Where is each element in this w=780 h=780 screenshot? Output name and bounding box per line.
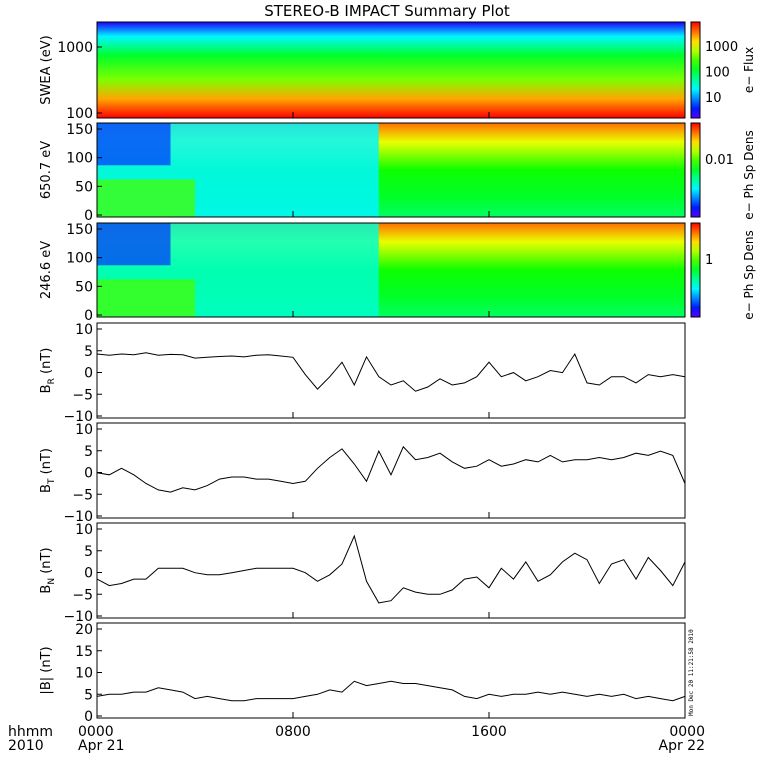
pad246-low-bottom bbox=[97, 279, 195, 317]
swea-ytick-label: 1000 bbox=[57, 40, 93, 56]
panel-bmag: 20 15 10 5 0 |B| (nT) bbox=[39, 622, 686, 725]
bn-frame bbox=[96, 522, 686, 619]
swea-ylabel: SWEA (eV) bbox=[39, 35, 54, 104]
pad246-colorbar bbox=[690, 222, 701, 318]
time-tick-label: 0000 bbox=[78, 724, 114, 740]
time-tick-label: 0800 bbox=[275, 724, 311, 740]
br-ytick-label: −10 bbox=[63, 409, 93, 425]
bmag-ytick-label: 5 bbox=[84, 687, 93, 703]
bmag-ytick-label: 20 bbox=[75, 622, 93, 638]
pad246-colorbar-label: e− Ph Sp Dens bbox=[742, 230, 756, 319]
time-axis-label-bottom: 2010 bbox=[8, 738, 44, 754]
pad650-colorbar bbox=[690, 122, 701, 218]
bmag-ylabel: |B| (nT) bbox=[39, 646, 54, 694]
bt-ytick-label: 5 bbox=[84, 444, 93, 460]
swea-colorbar-tick: 10 bbox=[705, 91, 722, 106]
swea-frame bbox=[96, 21, 686, 119]
pad650-ytick-label: 150 bbox=[66, 122, 93, 138]
pad650-colorbar-label: e− Ph Sp Dens bbox=[742, 130, 756, 219]
bn-ytick-label: 10 bbox=[75, 522, 93, 538]
pad650-low-bottom bbox=[97, 179, 195, 217]
pad246-low-top bbox=[97, 223, 171, 266]
br-frame bbox=[96, 322, 686, 419]
pad650-frame bbox=[96, 122, 686, 218]
panel-br: 10 5 0 −5 −10 BR (nT) bbox=[39, 322, 686, 425]
bn-ylabel: BN (nT) bbox=[39, 547, 57, 593]
bmag-ytick-label: 0 bbox=[84, 709, 93, 725]
pad650-low-top bbox=[97, 123, 171, 166]
br-ytick-label: 5 bbox=[84, 344, 93, 360]
time-axis-label-top: hhmm bbox=[8, 724, 53, 740]
panel-bn: 10 5 0 −5 −10 BN (nT) bbox=[39, 522, 686, 625]
br-ylabel: BR (nT) bbox=[39, 348, 57, 394]
swea-colorbar-tick: 1000 bbox=[705, 40, 738, 55]
bt-ylabel: BT (nT) bbox=[39, 448, 57, 493]
bmag-ytick-label: 10 bbox=[75, 666, 93, 682]
pad650-colorbar-tick: 0.01 bbox=[705, 153, 734, 168]
time-tick-label: 0000 bbox=[669, 724, 705, 740]
pad650-ytick-label: 100 bbox=[66, 151, 93, 167]
br-ytick-label: 10 bbox=[75, 322, 93, 338]
bt-series bbox=[96, 445, 686, 493]
bt-ytick-label: −5 bbox=[72, 487, 93, 503]
panel-pad246: 1 e− Ph Sp Dens 150 100 50 0 246.6 eV bbox=[39, 222, 756, 324]
br-ytick-label: −5 bbox=[72, 387, 93, 403]
pad246-ylabel: 246.6 eV bbox=[39, 241, 54, 299]
pad650-ylabel: 650.7 eV bbox=[39, 141, 54, 199]
panel-bt: 10 5 0 −5 −10 BT (nT) bbox=[39, 422, 686, 525]
swea-ytick-label: 100 bbox=[66, 106, 93, 122]
bt-ytick-label: 10 bbox=[75, 422, 93, 438]
swea-colorbar-tick: 100 bbox=[705, 66, 730, 81]
br-ytick-label: 0 bbox=[84, 366, 93, 382]
panel-swea: 1000 100 10 e− Flux 1000 100 SWEA (eV) bbox=[39, 21, 756, 122]
pad246-frame bbox=[96, 222, 686, 318]
timestamp-label: Mon Dec 20 11:21:58 2010 bbox=[688, 629, 695, 716]
bn-ytick-label: −10 bbox=[63, 609, 93, 625]
panel-pad650: 0.01 e− Ph Sp Dens 150 100 50 0 650.7 eV bbox=[39, 122, 756, 224]
bn-ytick-label: −5 bbox=[72, 587, 93, 603]
swea-colorbar-label: e− Flux bbox=[742, 47, 756, 93]
bt-ytick-label: 0 bbox=[84, 466, 93, 482]
date-tick-label: Apr 21 bbox=[78, 738, 124, 754]
bn-ytick-label: 0 bbox=[84, 566, 93, 582]
bmag-frame bbox=[96, 622, 686, 719]
pad246-ytick-label: 50 bbox=[75, 279, 93, 295]
date-tick-label: Apr 22 bbox=[659, 738, 705, 754]
br-series bbox=[96, 352, 686, 392]
pad650-ytick-label: 50 bbox=[75, 179, 93, 195]
pad246-ytick-label: 100 bbox=[66, 251, 93, 267]
bt-ytick-label: −10 bbox=[63, 509, 93, 525]
bn-ytick-label: 5 bbox=[84, 544, 93, 560]
pad650-ytick-label: 0 bbox=[84, 208, 93, 224]
bmag-series bbox=[96, 680, 686, 702]
pad246-colorbar-tick: 1 bbox=[705, 253, 713, 268]
bt-frame bbox=[96, 422, 686, 519]
pad246-ytick-label: 0 bbox=[84, 308, 93, 324]
bn-series bbox=[96, 534, 686, 604]
swea-colorbar bbox=[690, 21, 701, 119]
bmag-ytick-label: 15 bbox=[75, 644, 93, 660]
pad246-ytick-label: 150 bbox=[66, 222, 93, 238]
swea-heatmap bbox=[97, 22, 685, 118]
time-tick-label: 1600 bbox=[471, 724, 507, 740]
chart-title: STEREO-B IMPACT Summary Plot bbox=[264, 2, 510, 20]
